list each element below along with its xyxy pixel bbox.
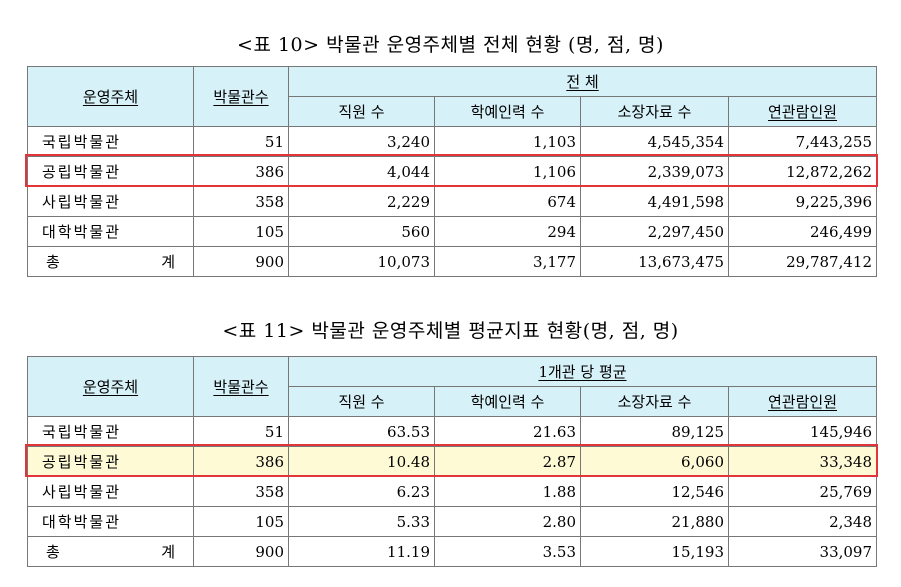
cell: 6.23 (288, 476, 435, 507)
cell: 2,297,450 (580, 216, 729, 247)
cell: 3.53 (434, 536, 581, 567)
museum-count: 105 (193, 216, 289, 247)
museum-count: 900 (193, 246, 289, 277)
museum-count: 358 (193, 476, 289, 507)
cell: 246,499 (728, 216, 877, 247)
table-row: 대학박물관 105 560 294 2,297,450 246,499 (27, 216, 877, 247)
cell: 1,103 (434, 126, 581, 157)
table-row: 국립박물관 51 3,240 1,103 4,545,354 7,443,255 (27, 126, 877, 157)
table11-col-curators: 학예인력 수 (434, 386, 581, 417)
cell: 21.63 (434, 416, 581, 447)
row-label: 사립박물관 (27, 476, 194, 507)
museum-count: 105 (193, 506, 289, 537)
cell: 13,673,475 (580, 246, 729, 277)
row-label: 국립박물관 (27, 416, 194, 447)
row-label: 사립박물관 (27, 186, 194, 217)
cell: 25,769 (727, 476, 878, 507)
cell: 3,240 (288, 126, 435, 157)
cell: 7,443,255 (728, 126, 877, 157)
table-row: 사립박물관 358 6.23 1.88 12,546 25,769 (27, 476, 878, 507)
table11-group-header: 1개관 당 평균 (287, 356, 878, 387)
museum-count: 51 (193, 126, 289, 157)
cell: 674 (434, 186, 581, 217)
cell: 2.87 (434, 446, 581, 477)
table10-count-header: 박물관수 (193, 66, 289, 127)
table-row: 국립박물관 51 63.53 21.63 89,125 145,946 (27, 416, 878, 447)
cell: 10,073 (288, 246, 435, 277)
cell: 12,546 (580, 476, 729, 507)
cell: 1.88 (434, 476, 581, 507)
cell: 6,060 (580, 446, 729, 477)
cell: 63.53 (288, 416, 435, 447)
table10-col-visitors: 연관람인원 (728, 96, 877, 127)
table10: 운영주체 박물관수 전 체 직원 수 학예인력 수 소장자료 수 연관람인원 국… (25, 66, 878, 277)
table11-col-visitors: 연관람인원 (727, 386, 878, 417)
table-row: 대학박물관 105 5.33 2.80 21,880 2,348 (27, 506, 878, 537)
cell: 2,348 (727, 506, 878, 537)
row-label: 공립박물관 (27, 446, 194, 477)
cell: 33,348 (727, 446, 878, 477)
museum-count: 900 (193, 536, 289, 567)
table11-col-holdings: 소장자료 수 (580, 386, 729, 417)
cell: 12,872,262 (728, 156, 877, 187)
cell: 2,339,073 (580, 156, 729, 187)
table10-org-header: 운영주체 (27, 66, 194, 127)
cell: 15,193 (580, 536, 729, 567)
cell: 4,491,598 (580, 186, 729, 217)
museum-count: 386 (193, 156, 289, 187)
table11: 운영주체 박물관수 1개관 당 평균 직원 수 학예인력 수 소장자료 수 연관… (25, 356, 878, 567)
table11-org-header: 운영주체 (27, 356, 194, 417)
cell: 2.80 (434, 506, 581, 537)
row-label: 공립박물관 (27, 156, 194, 187)
row-label: 국립박물관 (27, 126, 194, 157)
cell: 33,097 (727, 536, 878, 567)
museum-count: 386 (193, 446, 289, 477)
row-label: 대학박물관 (27, 506, 194, 537)
table10-col-staff: 직원 수 (288, 96, 435, 127)
table11-count-header: 박물관수 (193, 356, 289, 417)
cell: 1,106 (434, 156, 581, 187)
table11-col-staff: 직원 수 (288, 386, 435, 417)
cell: 294 (434, 216, 581, 247)
table11-caption: <표 11> 박물관 운영주체별 평균지표 현황(명, 점, 명) (222, 320, 679, 342)
museum-count: 358 (193, 186, 289, 217)
table10-col-curators: 학예인력 수 (434, 96, 581, 127)
table10-col-holdings: 소장자료 수 (580, 96, 729, 127)
cell: 145,946 (727, 416, 878, 447)
table-row-highlighted: 공립박물관 386 10.48 2.87 6,060 33,348 (27, 446, 878, 477)
table-row-highlighted: 공립박물관 386 4,044 1,106 2,339,073 12,872,2… (27, 156, 877, 187)
cell: 21,880 (580, 506, 729, 537)
cell: 4,044 (288, 156, 435, 187)
table10-group-header: 전 체 (288, 66, 877, 97)
cell: 11.19 (288, 536, 435, 567)
cell: 5.33 (288, 506, 435, 537)
cell: 3,177 (434, 246, 581, 277)
cell: 89,125 (580, 416, 729, 447)
table-row: 사립박물관 358 2,229 674 4,491,598 9,225,396 (27, 186, 877, 217)
cell: 2,229 (288, 186, 435, 217)
cell: 560 (288, 216, 435, 247)
table10-caption: <표 10> 박물관 운영주체별 전체 현황 (명, 점, 명) (237, 34, 664, 56)
cell: 10.48 (288, 446, 435, 477)
museum-count: 51 (193, 416, 289, 447)
row-label: 대학박물관 (27, 216, 194, 247)
cell: 29,787,412 (728, 246, 877, 277)
cell: 4,545,354 (580, 126, 729, 157)
cell: 9,225,396 (728, 186, 877, 217)
